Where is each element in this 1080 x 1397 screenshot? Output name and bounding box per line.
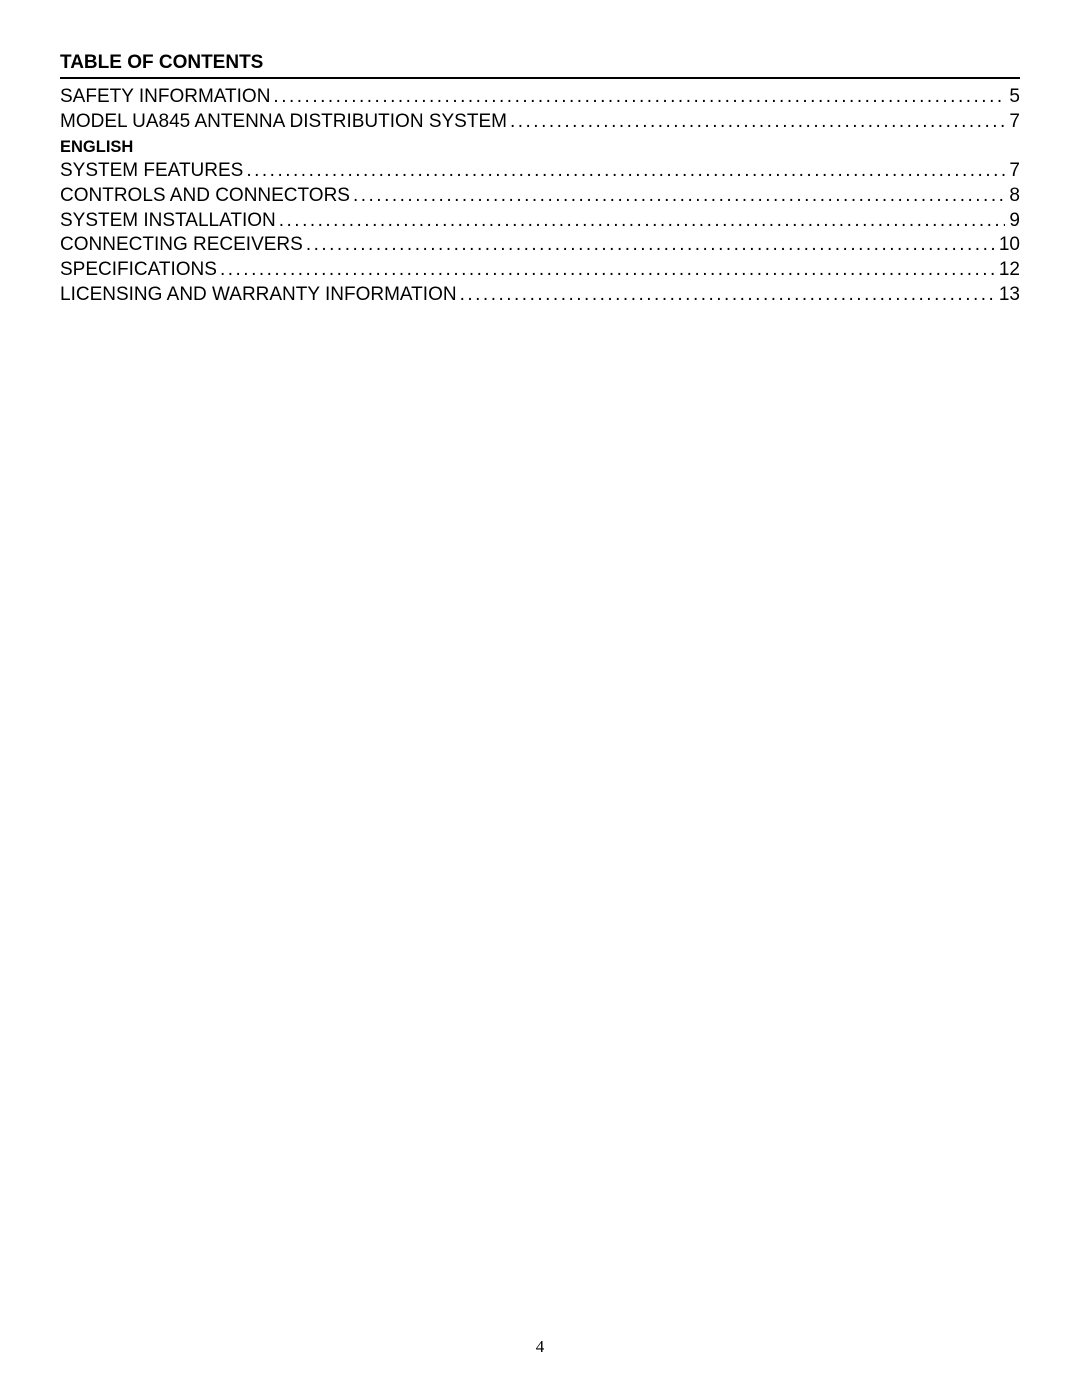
toc-entry-label: SYSTEM FEATURES <box>60 159 246 184</box>
toc-entry-page: 7 <box>1005 110 1020 135</box>
toc-top-section: SAFETY INFORMATION 5 MODEL UA845 ANTENNA… <box>60 85 1020 134</box>
page-number: 4 <box>0 1337 1080 1357</box>
toc-entry-label: CONTROLS AND CONNECTORS <box>60 184 353 209</box>
toc-entry-page: 8 <box>1005 184 1020 209</box>
toc-dot-leader <box>279 209 1006 234</box>
toc-entry: MODEL UA845 ANTENNA DISTRIBUTION SYSTEM … <box>60 110 1020 135</box>
toc-subheading: ENGLISH <box>60 138 1020 157</box>
toc-entry-label: SPECIFICATIONS <box>60 258 220 283</box>
toc-dot-leader <box>273 85 1005 110</box>
toc-entry-label: CONNECTING RECEIVERS <box>60 233 306 258</box>
page-container: TABLE OF CONTENTS SAFETY INFORMATION 5 M… <box>0 0 1080 1397</box>
toc-entry: LICENSING AND WARRANTY INFORMATION 13 <box>60 283 1020 308</box>
title-block: TABLE OF CONTENTS <box>60 52 1020 79</box>
toc-entry: SYSTEM INSTALLATION 9 <box>60 209 1020 234</box>
toc-dot-leader <box>460 283 995 308</box>
toc-entry-page: 12 <box>995 258 1020 283</box>
toc-entry: SYSTEM FEATURES 7 <box>60 159 1020 184</box>
toc-dot-leader <box>510 110 1005 135</box>
toc-entry-page: 5 <box>1005 85 1020 110</box>
toc-dot-leader <box>220 258 995 283</box>
toc-entry-label: SAFETY INFORMATION <box>60 85 273 110</box>
toc-entry: CONNECTING RECEIVERS 10 <box>60 233 1020 258</box>
toc-entry: SAFETY INFORMATION 5 <box>60 85 1020 110</box>
toc-entry-page: 9 <box>1005 209 1020 234</box>
toc-title: TABLE OF CONTENTS <box>60 52 263 73</box>
toc-entry: SPECIFICATIONS 12 <box>60 258 1020 283</box>
toc-entry-label: LICENSING AND WARRANTY INFORMATION <box>60 283 460 308</box>
toc-entry-page: 7 <box>1005 159 1020 184</box>
toc-dot-leader <box>353 184 1005 209</box>
toc-entry-page: 10 <box>995 233 1020 258</box>
toc-dot-leader <box>306 233 995 258</box>
toc-section-english: SYSTEM FEATURES 7 CONTROLS AND CONNECTOR… <box>60 159 1020 307</box>
toc-dot-leader <box>246 159 1005 184</box>
toc-entry-label: SYSTEM INSTALLATION <box>60 209 279 234</box>
toc-entry-page: 13 <box>995 283 1020 308</box>
toc-entry: CONTROLS AND CONNECTORS 8 <box>60 184 1020 209</box>
toc-entry-label: MODEL UA845 ANTENNA DISTRIBUTION SYSTEM <box>60 110 510 135</box>
